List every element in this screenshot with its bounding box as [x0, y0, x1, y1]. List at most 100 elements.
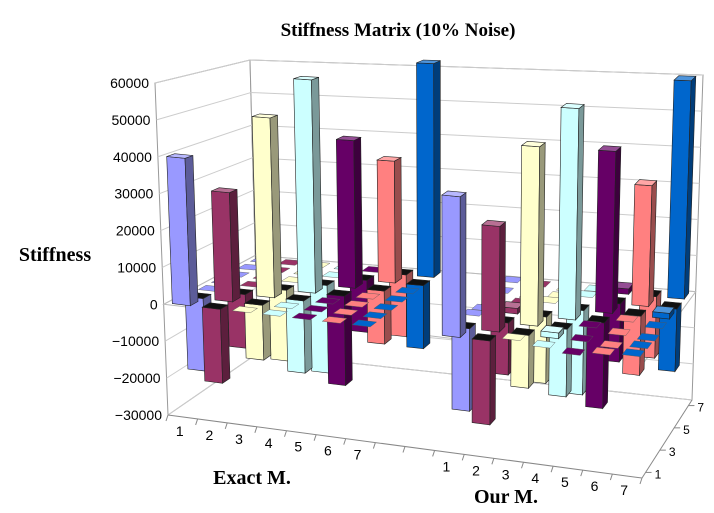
exact-bar-1-5-tile — [291, 312, 318, 321]
our-bar-3-6-tile — [607, 327, 631, 336]
exact-bar-5-6-top — [366, 284, 392, 292]
our-bar-1-1-top — [441, 190, 467, 198]
exact-bar-3-5-tile — [314, 297, 341, 305]
gridline-left — [156, 92, 252, 121]
exact-bar-4-5-top — [326, 289, 352, 297]
gridline-back — [251, 124, 701, 148]
z-tick-label: 50000 — [112, 112, 151, 128]
x-tick-label: 4 — [531, 470, 539, 486]
our-bar-2-6-tile — [599, 340, 623, 349]
exact-bar-5-4-front — [309, 283, 329, 374]
x-tick-mark — [521, 462, 524, 469]
gridline-back — [254, 222, 697, 257]
x-tick-mark — [432, 450, 436, 457]
group-label-our: Our M. — [474, 486, 538, 508]
x-tick-label: 6 — [324, 443, 332, 459]
x-tick-mark — [491, 458, 495, 465]
x-tick-mark — [284, 430, 287, 437]
z-tick-label: −10000 — [112, 333, 159, 349]
our-bar-2-5-tile — [570, 334, 594, 343]
gridline-back — [249, 59, 704, 76]
exact-bar-1-2-top — [201, 302, 229, 310]
exact-bar-4-5-front — [326, 294, 346, 386]
exact-bar-2-6-tile — [332, 308, 359, 316]
exact-bar-6-6-top — [376, 156, 403, 162]
exact-bar-2-4-tile — [273, 301, 300, 309]
exact-bar-3-7-tile — [373, 303, 399, 311]
exact-bar-7-7-top — [416, 59, 441, 64]
exact-bar-4-4-top — [293, 75, 319, 81]
gridline-left — [167, 352, 259, 416]
gridline-left — [157, 124, 252, 158]
z-axis-label: Stiffness — [19, 244, 91, 266]
our-bar-1-7-tile — [621, 348, 645, 357]
our-bar-2-2-front — [481, 224, 501, 333]
z-tick-label: 0 — [150, 296, 158, 312]
x-tick-label: 6 — [591, 478, 599, 494]
exact-bar-5-5-top — [336, 135, 362, 141]
our-bar-3-5-tile — [578, 320, 602, 329]
z-tick-label: −20000 — [113, 370, 160, 386]
x-tick-mark — [254, 426, 258, 433]
our-bar-2-2-side — [499, 221, 506, 333]
z-tick-label: 40000 — [113, 149, 152, 165]
exact-bar-1-1-top — [166, 153, 194, 159]
exact-bar-7-7-side — [433, 60, 441, 279]
exact-bar-6-7-top — [405, 278, 431, 286]
depth-tick-label: 1 — [655, 467, 662, 481]
our-bar-2-7-tile — [629, 340, 653, 349]
exact-bar-5-5-front — [335, 139, 356, 289]
x-tick-mark — [224, 422, 228, 430]
exact-bar-1-4-tile — [261, 309, 288, 317]
our-bar-7-7-top — [673, 75, 697, 82]
x-tick-label: 5 — [561, 474, 569, 490]
exact-bar-3-4-top — [285, 294, 312, 302]
x-tick-mark — [343, 438, 347, 445]
x-tick-label: 1 — [176, 423, 184, 439]
our-bar-1-5-tile — [561, 347, 586, 356]
exact-bar-1-3-tile — [231, 305, 259, 314]
x-tick-label: 3 — [502, 466, 510, 482]
exact-bar-5-5-side — [353, 136, 363, 289]
exact-bar-2-5-tile — [303, 305, 329, 313]
depth-axis-line — [641, 399, 693, 479]
our-bar-2-4-top — [540, 325, 565, 334]
x-tick-mark — [402, 446, 406, 453]
our-bar-1-2-side — [489, 334, 497, 426]
our-bar-3-3-top — [520, 140, 547, 148]
our-bar-4-4-top — [560, 103, 585, 109]
chart-title: Stiffness Matrix (10% Noise) — [281, 20, 516, 41]
our-bar-1-2-front — [471, 338, 491, 426]
exact-bar-1-6-tile — [321, 316, 348, 324]
our-bar-5-5-top — [597, 145, 622, 152]
our-bar-4-7-tile — [644, 320, 667, 330]
our-bar-3-3-front — [519, 145, 541, 327]
z-tick-label: 20000 — [116, 223, 155, 239]
exact-bar-6-6-side — [393, 156, 403, 284]
exact-bar-6-7-side — [422, 280, 431, 350]
z-tick-label: 60000 — [110, 75, 149, 91]
our-bar-1-1-side — [459, 192, 467, 339]
exact-bar-6-7-front — [406, 283, 424, 350]
x-tick-mark — [609, 473, 613, 481]
x-tick-mark — [313, 434, 317, 441]
group-label-exact: Exact M. — [213, 467, 291, 489]
our-bar-5-7-top — [652, 305, 675, 314]
our-bar-4-5-front — [585, 320, 605, 409]
x-tick-mark — [461, 454, 465, 461]
depth-tick-label: 3 — [669, 445, 676, 459]
exact-bar-3-3-top — [252, 113, 278, 119]
exact-bar-2-7-tile — [362, 311, 388, 319]
x-tick-mark — [372, 442, 376, 449]
our-bar-1-2-top — [471, 333, 497, 342]
exact-bar-4-6-tile — [355, 292, 381, 300]
our-bar-6-6-top — [634, 179, 658, 187]
z-tick-label: −30000 — [115, 407, 162, 423]
exact-bar-6-6-front — [376, 159, 396, 284]
x-tick-mark — [165, 414, 169, 422]
gridline-left — [154, 59, 251, 84]
x-tick-label: 2 — [206, 427, 214, 443]
gridline-back — [253, 189, 699, 220]
